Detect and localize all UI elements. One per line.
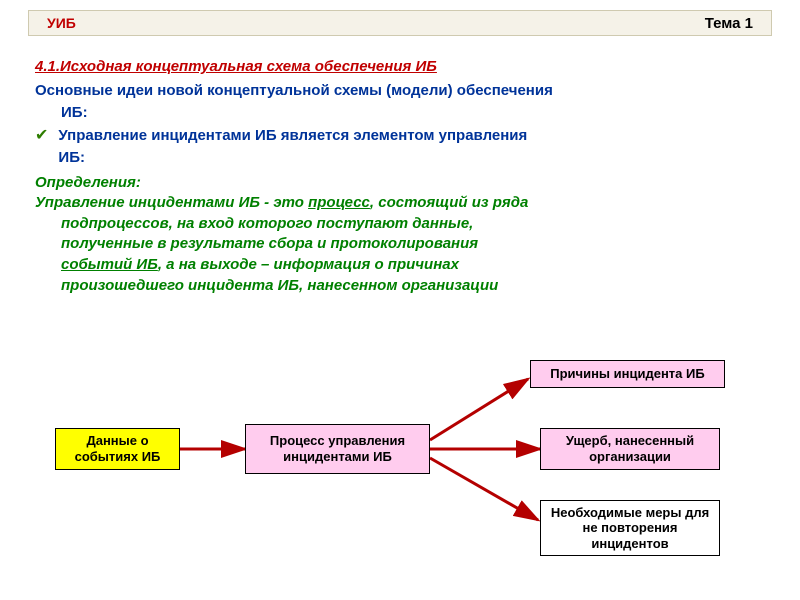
node-n4: Ущерб, нанесенный организации: [540, 428, 720, 470]
check-icon: ✔: [35, 126, 48, 147]
edge: [430, 458, 538, 520]
section-title: 4.1.Исходная концептуальная схема обеспе…: [35, 58, 765, 75]
p1-line2: ИБ:: [35, 103, 765, 123]
header-bar: УИБ Тема 1: [28, 10, 772, 36]
bullet-line1: Управление инцидентами ИБ является элеме…: [58, 126, 765, 146]
def-l5: произошедшего инцидента ИБ, нанесенном о…: [35, 276, 765, 297]
def-l2: подпроцессов, на вход которого поступают…: [35, 214, 765, 235]
def-l4-tail: , а на выходе – информация о причинах: [158, 256, 459, 273]
definitions-label: Определения:: [35, 174, 765, 191]
p1-line1: Основные идеи новой концептуальной схемы…: [35, 81, 765, 101]
def-lead: Управление инцидентами ИБ: [35, 194, 260, 211]
text-content: 4.1.Исходная концептуальная схема обеспе…: [35, 58, 765, 296]
node-n3: Причины инцидента ИБ: [530, 360, 725, 388]
def-l4: событий ИБ, а на выходе – информация о п…: [35, 255, 765, 276]
def-l3: полученные в результате сбора и протокол…: [35, 234, 765, 255]
definition-body: Управление инцидентами ИБ - это процесс,…: [35, 193, 765, 296]
node-n1: Данные о событиях ИБ: [55, 428, 180, 470]
bullet-line2: ИБ:: [58, 148, 765, 168]
node-n2: Процесс управления инцидентами ИБ: [245, 424, 430, 474]
header-right: Тема 1: [705, 15, 753, 32]
header-left: УИБ: [47, 15, 76, 31]
def-ul1: процесс: [308, 194, 370, 211]
bullet-item: ✔ Управление инцидентами ИБ является эле…: [35, 126, 765, 171]
edge: [430, 379, 528, 440]
def-part2: , состоящий из ряда: [370, 194, 528, 211]
flow-diagram: Данные о событиях ИБ Процесс управления и…: [0, 360, 800, 590]
def-ul2: событий ИБ: [61, 256, 158, 273]
node-n5: Необходимые меры для не повторения инцид…: [540, 500, 720, 556]
def-sep: - это: [260, 194, 308, 211]
